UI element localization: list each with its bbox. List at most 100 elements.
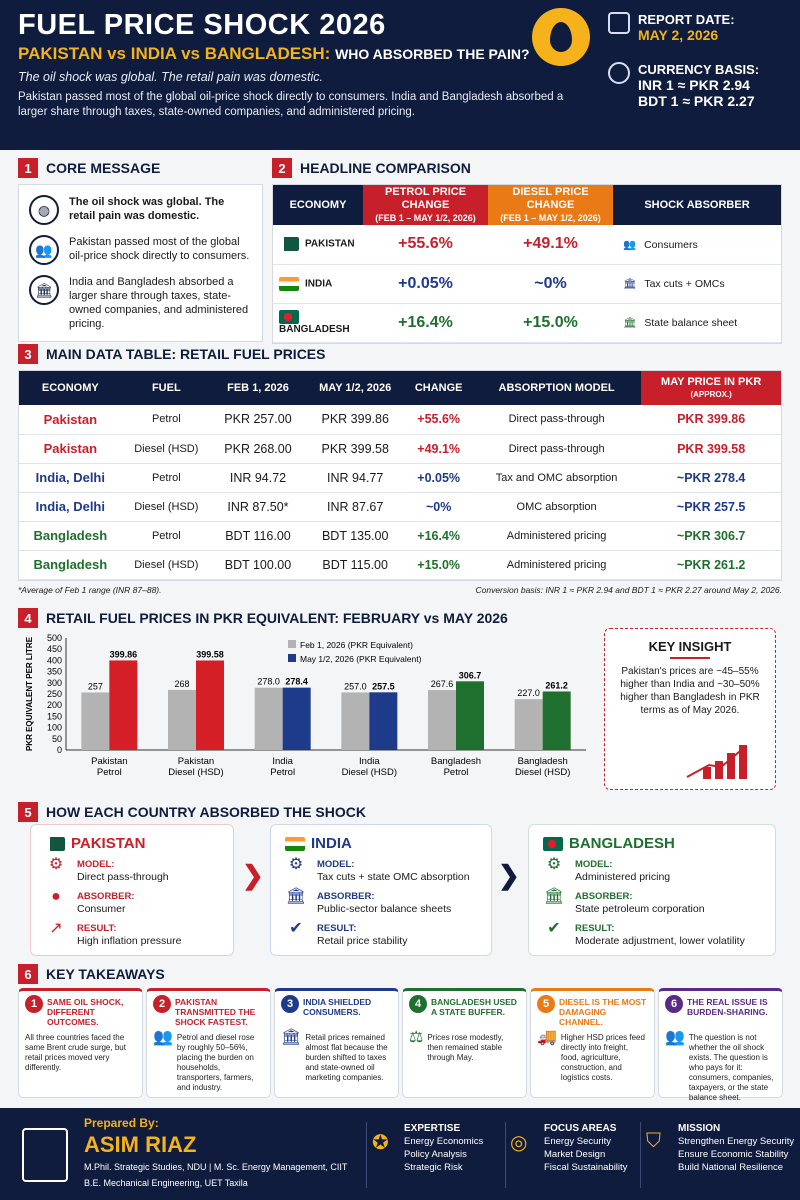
bank-icon: 🏛	[623, 278, 637, 290]
economy-cell: Pakistan	[19, 434, 122, 464]
economy-cell: Pakistan	[19, 405, 122, 435]
trend-up-icon	[686, 745, 747, 779]
absorber-value: Consumer	[77, 903, 126, 915]
y-tick-label: 200	[47, 700, 62, 710]
change-cell: ~0%	[405, 492, 472, 522]
y-tick-label: 150	[47, 711, 62, 721]
takeaway-number: 2	[153, 995, 171, 1013]
economy-name: INDIA	[305, 278, 333, 290]
change-cell: +55.6%	[405, 405, 472, 435]
takeaway-number: 3	[281, 995, 299, 1013]
col-header: ABSORPTION MODEL	[471, 371, 642, 405]
result-label: RESULT:	[77, 923, 117, 934]
pkr-price-cell: PKR 399.58	[641, 434, 781, 464]
country-title: INDIA	[285, 835, 477, 852]
absorber-label: ABSORBER:	[575, 891, 633, 902]
bank-icon: 🏛	[623, 317, 637, 329]
diesel-change: ~0%	[488, 264, 613, 304]
subtitle-question: WHO ABSORBED THE PAIN?	[335, 46, 530, 62]
table-row: Bangladesh Petrol BDT 116.00 BDT 135.00 +16.…	[19, 521, 781, 551]
absorber-item: 🏛 ABSORBER: Public-sector balance sheets	[285, 889, 477, 916]
absorber-text: Tax cuts + OMCs	[644, 278, 725, 290]
gear-icon: ⚙	[546, 856, 562, 873]
result-label: RESULT:	[317, 923, 357, 934]
bar-value-label: 257.5	[372, 681, 395, 691]
col-header: CHANGE	[405, 371, 472, 405]
result-value: High inflation pressure	[77, 935, 182, 947]
gear-icon: ⚙	[288, 856, 304, 873]
takeaway-title: DIESEL IS THE MOST DAMAGING CHANNEL.	[559, 997, 647, 1027]
y-tick-label: 50	[52, 734, 62, 744]
bar-value-label: 257.0	[344, 681, 367, 691]
col-economy: ECONOMY	[273, 185, 363, 225]
table-row: Pakistan Petrol PKR 257.00 PKR 399.86 +55.6%…	[19, 405, 781, 435]
prepared-label: Prepared By:	[84, 1116, 159, 1130]
takeaway-body: All three countries faced the same Brent…	[25, 1033, 126, 1072]
page-title: FUEL PRICE SHOCK 2026	[18, 9, 386, 41]
section-title: CORE MESSAGE	[46, 160, 161, 176]
fuel-cell: Petrol	[121, 521, 212, 551]
core-item: 🏛 India and Bangladesh absorbed a larger …	[29, 275, 252, 331]
author-cred1: M.Phil. Strategic Studies, NDU | M. Sc. …	[84, 1162, 348, 1172]
table-row: India, Delhi Petrol INR 94.72 INR 94.77 +0.0…	[19, 463, 781, 493]
takeaway-title: SAME OIL SHOCK, DIFFERENT OUTCOMES.	[47, 997, 124, 1027]
bar-value-label: 399.58	[196, 649, 224, 659]
takeaway-number: 4	[409, 995, 427, 1013]
bangladesh-flag-icon	[279, 310, 299, 324]
model-cell: Tax and OMC absorption	[471, 463, 642, 493]
expertise-block: EXPERTISE Energy Economics Policy Analys…	[404, 1122, 483, 1174]
economy-cell: PAKISTAN	[273, 225, 363, 265]
model-value: Direct pass-through	[77, 871, 169, 883]
may-price-cell: INR 94.77	[304, 463, 406, 493]
col-diesel: DIESEL PRICE CHANGE (FEB 1 – MAY 1/2, 202…	[488, 185, 613, 225]
section-number: 1	[18, 158, 38, 178]
currency-basis-label: CURRENCY BASIS:	[638, 62, 760, 77]
people-icon: 👥	[623, 238, 637, 251]
core-item: 👥 Pakistan passed most of the global oil-…	[29, 235, 252, 265]
takeaways-section: 6 KEY TAKEAWAYS	[18, 964, 782, 984]
footnote-right: Conversion basis: INR 1 ≈ PKR 2.94 and B…	[475, 584, 782, 595]
petrol-change: +16.4%	[363, 303, 488, 343]
core-item-text: The oil shock was global. The retail pai…	[69, 196, 225, 222]
india-flag-icon	[285, 837, 305, 852]
change-cell: +15.0%	[405, 550, 472, 580]
model-cell: Direct pass-through	[471, 434, 642, 464]
change-cell: +49.1%	[405, 434, 472, 464]
core-message-section: 1 CORE MESSAGE ◍ The oil shock was global.…	[18, 158, 263, 342]
section-title: MAIN DATA TABLE: RETAIL FUEL PRICES	[46, 346, 326, 362]
country-title: BANGLADESH	[543, 835, 761, 852]
arrow-right-icon: ❯	[498, 860, 520, 890]
absorber-text: State balance sheet	[644, 317, 738, 329]
section-title: RETAIL FUEL PRICES IN PKR EQUIVALENT: FE…	[46, 610, 508, 626]
divider	[366, 1122, 367, 1188]
absorber-value: Public-sector balance sheets	[317, 903, 452, 915]
bangladesh-card: BANGLADESH ⚙ MODEL: Administered pricing 🏛…	[528, 824, 776, 956]
takeaway-card: 4 BANGLADESH USED A STATE BUFFER. ⚖ Prices …	[402, 988, 527, 1098]
divider	[640, 1122, 641, 1188]
country-name: BANGLADESH	[569, 835, 675, 852]
model-cell: Administered pricing	[471, 550, 642, 580]
takeaway-card: 2 PAKISTAN TRANSMITTED THE SHOCK FASTEST.…	[146, 988, 271, 1098]
takeaway-card: 3 INDIA SHIELDED CONSUMERS. 🏛 Retail prices…	[274, 988, 399, 1098]
col-header-sub: (APPROX.)	[690, 389, 732, 399]
x-tick-label: Bangladesh	[518, 756, 568, 767]
main-table: ECONOMY FUEL FEB 1, 2026 MAY 1/2, 2026 C…	[19, 371, 781, 580]
change-cell: +16.4%	[405, 521, 472, 551]
fuel-cell: Diesel (HSD)	[121, 492, 212, 522]
footer: Prepared By: ASIM RIAZ M.Phil. Strategic…	[0, 1108, 800, 1200]
may-price-cell: INR 87.67	[304, 492, 406, 522]
x-tick-label: Pakistan	[91, 756, 127, 767]
legend-swatch	[288, 654, 296, 662]
y-tick-label: 0	[57, 745, 62, 755]
headline-table: ECONOMY PETROL PRICE CHANGE (FEB 1 – MAY …	[273, 185, 781, 343]
section-title: KEY TAKEAWAYS	[46, 966, 165, 982]
model-item: ⚙ MODEL: Tax cuts + state OMC absorption	[285, 856, 477, 884]
header: FUEL PRICE SHOCK 2026 PAKISTAN vs INDIA …	[0, 0, 800, 150]
bar-value-label: 227.0	[517, 688, 540, 698]
x-tick-label: India	[359, 756, 380, 767]
change-cell: +0.05%	[405, 463, 472, 493]
takeaway-icon: ⚖	[409, 1029, 424, 1046]
col-petrol-sub: (FEB 1 – MAY 1/2, 2026)	[375, 212, 476, 223]
country-name: PAKISTAN	[71, 835, 146, 852]
